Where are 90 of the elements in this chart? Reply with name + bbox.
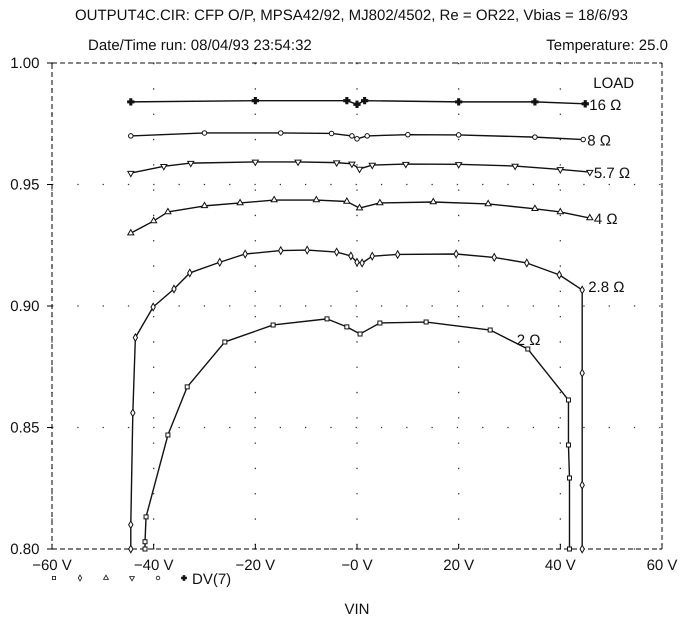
point	[356, 204, 364, 210]
point	[142, 539, 148, 544]
point	[556, 208, 564, 214]
point	[566, 442, 571, 448]
point	[150, 216, 158, 224]
point	[488, 328, 493, 333]
point	[128, 133, 134, 139]
point	[294, 160, 302, 166]
point	[222, 339, 228, 344]
text: DV(7)	[192, 571, 232, 588]
point	[202, 130, 208, 136]
x-tick-label: −60 V	[32, 557, 72, 574]
point	[127, 229, 134, 236]
x-axis-title: VIN	[344, 601, 370, 618]
series-label: 16 Ω	[589, 96, 622, 114]
point	[455, 98, 462, 106]
point	[236, 198, 244, 206]
point	[556, 167, 564, 174]
point	[377, 320, 382, 326]
point	[127, 98, 134, 106]
point	[358, 331, 363, 336]
point	[324, 316, 330, 322]
series-label: 4 Ω	[594, 211, 618, 228]
legend-title: LOAD	[593, 74, 634, 92]
y-tick-label: 0.90	[10, 298, 40, 315]
point	[582, 100, 589, 108]
point	[165, 432, 170, 438]
point	[270, 322, 276, 328]
point	[376, 198, 384, 206]
point	[354, 258, 360, 266]
series-label: 8 Ω	[587, 132, 611, 150]
point	[566, 398, 571, 403]
point	[187, 160, 194, 168]
point	[278, 130, 284, 136]
point	[531, 204, 538, 212]
point	[455, 162, 462, 168]
point	[348, 162, 356, 168]
point	[354, 136, 360, 142]
chart-subtitle: Date/Time run: 08/04/93 23:54:32	[88, 37, 312, 54]
x-tick-label: 20 V	[443, 557, 474, 574]
x-tick-label: 60 V	[646, 557, 678, 574]
point	[312, 196, 320, 202]
point	[430, 198, 437, 204]
point	[344, 324, 350, 330]
y-tick-label: 0.80	[10, 540, 40, 558]
chart-title: OUTPUT4C.CIR: CFP O/P, MPSA42/92, MJ802/4502, Re = OR22, Vbias = 18/6/93	[74, 7, 628, 24]
point	[160, 164, 168, 170]
point	[566, 546, 572, 552]
x-tick-label: 40 V	[544, 557, 576, 574]
point	[343, 198, 350, 204]
point	[531, 98, 539, 106]
point	[512, 164, 519, 170]
point	[566, 476, 572, 481]
series-label: 2.8 Ω	[588, 278, 624, 296]
point	[586, 214, 594, 220]
point	[164, 208, 172, 214]
point	[484, 200, 492, 206]
point	[127, 170, 134, 178]
point	[364, 133, 370, 139]
x-tick-label: −20 V	[236, 557, 276, 574]
point	[144, 514, 149, 520]
y-tick-label: 1.00	[10, 54, 40, 72]
point	[142, 546, 148, 552]
y-tick-label: 0.85	[10, 419, 40, 436]
point	[353, 100, 361, 108]
point	[424, 320, 429, 325]
point	[525, 346, 530, 352]
point	[405, 132, 411, 138]
point	[586, 170, 594, 176]
point	[532, 134, 538, 140]
point	[368, 162, 376, 170]
point	[343, 97, 350, 104]
point	[270, 196, 278, 202]
x-tick-label: −40 V	[134, 557, 174, 574]
point	[252, 97, 259, 104]
point	[349, 133, 355, 139]
point	[184, 384, 190, 390]
point	[360, 97, 368, 104]
point	[328, 130, 334, 136]
point	[252, 160, 259, 166]
text: Temperature: 25.0	[546, 37, 668, 54]
point	[356, 166, 364, 173]
point	[333, 160, 340, 167]
point	[402, 162, 410, 168]
x-tick-label: −0 V	[341, 557, 373, 574]
point	[456, 132, 462, 138]
series-label: 5.7 Ω	[594, 165, 630, 182]
point	[200, 202, 208, 208]
point	[580, 136, 586, 142]
y-tick-label: 0.95	[10, 176, 40, 194]
